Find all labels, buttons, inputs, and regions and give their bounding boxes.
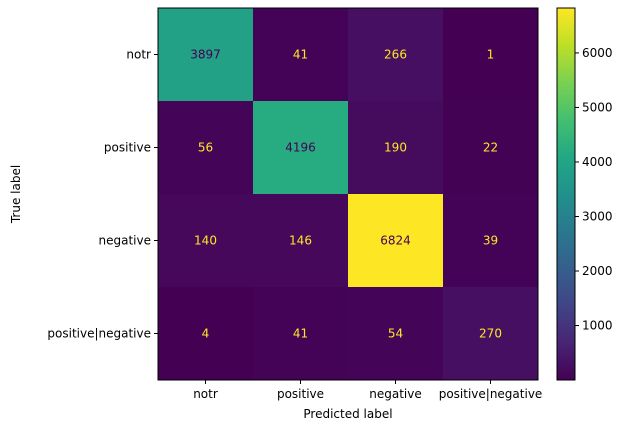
- colorbar-tick-label: 5000: [582, 100, 613, 114]
- y-tick-label: positive: [104, 141, 151, 155]
- matrix-cell: [158, 8, 254, 102]
- matrix-cell: [158, 101, 254, 195]
- cell-value-label: 41: [293, 48, 308, 62]
- cell-value-label: 266: [384, 48, 407, 62]
- cell-value-label: 41: [293, 327, 308, 341]
- cell-value-label: 54: [388, 327, 403, 341]
- matrix-cell: [158, 287, 254, 381]
- cell-value-label: 39: [483, 234, 498, 248]
- cell-value-label: 6824: [380, 234, 411, 248]
- colorbar-ticks: 1000 2000 3000 4000 5000 6000: [575, 46, 613, 333]
- y-axis-ticks: notr positive negative positive|negative: [47, 48, 158, 341]
- matrix-cell: [348, 101, 444, 195]
- matrix-cell: [443, 287, 539, 381]
- x-tick-label: positive: [277, 387, 324, 401]
- x-axis-title: Predicted label: [303, 407, 392, 421]
- matrix-cell: [348, 8, 444, 102]
- x-tick-label: notr: [193, 387, 218, 401]
- colorbar-tick-label: 1000: [582, 319, 613, 333]
- matrix-cell: [443, 101, 539, 195]
- x-axis-ticks: notr positive negative positive|negative: [193, 380, 542, 401]
- cell-value-label: 4196: [285, 141, 316, 155]
- matrix-cell: [253, 8, 349, 102]
- y-tick-label: positive|negative: [47, 327, 151, 341]
- matrix-frame: [157, 7, 539, 381]
- colorbar-gradient: [556, 7, 576, 381]
- matrix-cell: [443, 194, 539, 288]
- matrix-cell: [253, 194, 349, 288]
- cell-value-label: 3897: [190, 48, 221, 62]
- y-tick-label: notr: [126, 48, 151, 62]
- matrix-cell: [253, 101, 349, 195]
- colorbar: 1000 2000 3000 4000 5000 6000: [556, 7, 613, 381]
- cell-value-label: 140: [194, 234, 217, 248]
- matrix-cells: 3897 41 266 1 56 4196 190 22 140 146 6824 39 4 41 54 27…: [158, 8, 539, 381]
- y-tick-label: negative: [99, 234, 151, 248]
- cell-value-label: 1: [487, 48, 495, 62]
- colorbar-tick-label: 4000: [582, 155, 613, 169]
- colorbar-tick-label: 2000: [582, 264, 613, 278]
- cell-value-label: 56: [198, 141, 213, 155]
- matrix-cell: [443, 8, 539, 102]
- cell-value-label: 146: [289, 234, 312, 248]
- matrix-cell: [253, 287, 349, 381]
- cell-value-label: 4: [202, 327, 210, 341]
- x-tick-label: positive|negative: [439, 387, 543, 401]
- cell-value-label: 270: [479, 327, 502, 341]
- colorbar-tick-label: 6000: [582, 46, 613, 60]
- matrix-cell: [348, 194, 444, 288]
- matrix-cell: [158, 194, 254, 288]
- cell-value-label: 22: [483, 141, 498, 155]
- cell-value-label: 190: [384, 141, 407, 155]
- x-tick-label: negative: [369, 387, 421, 401]
- matrix-cell: [348, 287, 444, 381]
- y-axis-title: True label: [9, 165, 23, 224]
- colorbar-tick-label: 3000: [582, 209, 613, 223]
